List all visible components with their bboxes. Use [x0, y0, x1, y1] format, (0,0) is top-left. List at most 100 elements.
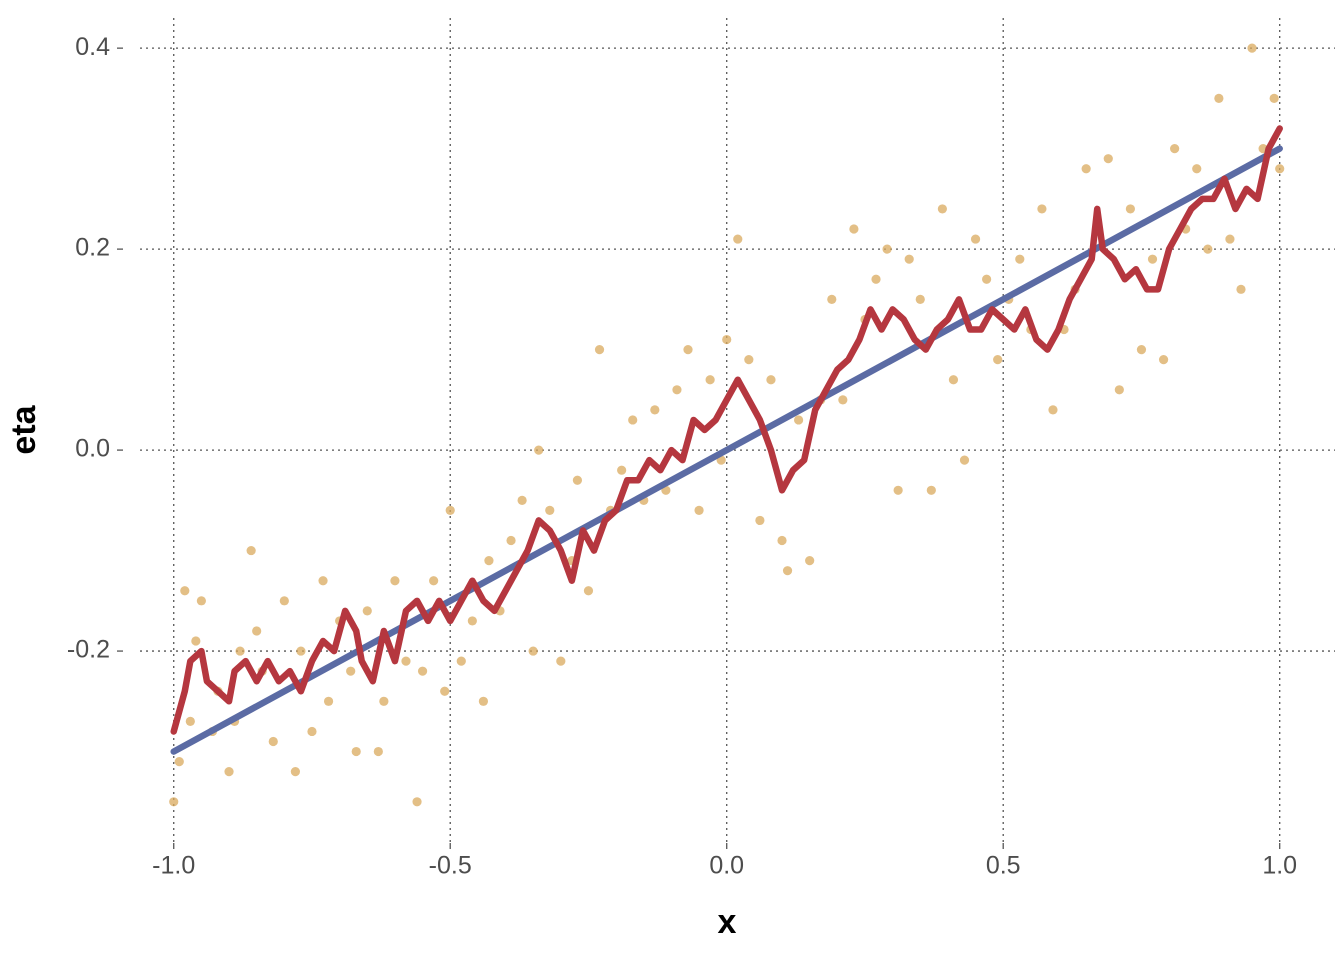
point [429, 576, 439, 586]
point [1114, 385, 1124, 395]
point [849, 224, 859, 234]
point [556, 656, 566, 666]
y-tick-label: 0.4 [75, 33, 110, 61]
point [528, 646, 538, 656]
point [915, 294, 925, 304]
point [871, 274, 881, 284]
point [948, 375, 959, 385]
point [683, 345, 693, 355]
point [744, 355, 754, 365]
point [722, 334, 732, 345]
point [362, 606, 372, 616]
point [346, 666, 356, 676]
point [672, 385, 682, 395]
point [838, 395, 848, 405]
y-axis-title: eta [5, 404, 43, 454]
point [1081, 164, 1091, 174]
point [1037, 204, 1047, 214]
point [185, 716, 195, 727]
point [904, 254, 914, 264]
point [1225, 234, 1235, 244]
point [572, 475, 583, 485]
point [323, 696, 334, 706]
line [170, 125, 1283, 735]
point [755, 515, 765, 526]
point [517, 495, 527, 505]
point [805, 556, 815, 566]
point [268, 736, 278, 747]
point [296, 646, 306, 656]
point [583, 586, 594, 596]
point [169, 797, 179, 807]
point [252, 626, 262, 636]
x-tick-label: 1.0 [1262, 852, 1297, 880]
y-tick-label: -0.2 [67, 636, 110, 664]
point [1247, 43, 1257, 53]
y-tick-label: 0.2 [75, 234, 110, 262]
point [318, 576, 328, 586]
x-tick-label: -0.5 [429, 852, 472, 880]
point [1136, 345, 1147, 355]
point [390, 576, 400, 586]
point [246, 545, 256, 556]
point [1158, 355, 1169, 365]
point [235, 646, 245, 656]
point [777, 535, 787, 546]
point [982, 274, 992, 284]
point [1214, 93, 1224, 103]
point [617, 465, 627, 475]
point [351, 746, 361, 757]
point [1236, 284, 1246, 294]
x-axis-title: x [718, 903, 737, 941]
point [290, 767, 300, 777]
point [440, 686, 450, 696]
point [1048, 405, 1058, 415]
point [196, 596, 206, 606]
point [733, 234, 743, 244]
point [628, 415, 638, 425]
point [545, 505, 555, 515]
point [506, 535, 516, 546]
point [191, 636, 201, 646]
y-tick-label: 0.0 [75, 435, 110, 463]
point [1103, 154, 1113, 164]
point [401, 656, 411, 666]
point [484, 556, 494, 566]
point [180, 586, 190, 596]
point [827, 294, 837, 304]
point [970, 234, 981, 244]
point [445, 505, 455, 515]
point [926, 485, 936, 495]
x-tick-label: 0.5 [986, 852, 1021, 880]
point [794, 415, 804, 425]
point [307, 726, 317, 737]
point [937, 204, 947, 214]
point [1269, 93, 1279, 103]
point [412, 797, 422, 807]
point [766, 375, 776, 385]
point [1170, 144, 1180, 154]
point [893, 485, 903, 495]
point [373, 746, 383, 757]
point [882, 244, 892, 254]
point [534, 445, 544, 455]
point [1203, 244, 1213, 254]
point [594, 345, 605, 355]
point [174, 757, 184, 767]
point [650, 405, 660, 415]
point [1147, 254, 1158, 264]
x-tick-label: 0.0 [709, 852, 744, 880]
point [224, 767, 234, 777]
point [1125, 204, 1135, 214]
point [782, 566, 793, 576]
point [467, 616, 477, 626]
point [694, 505, 704, 515]
point [1015, 254, 1025, 264]
x-tick-label: -1.0 [152, 852, 195, 880]
point [959, 455, 970, 465]
point [1192, 164, 1202, 174]
point [478, 696, 489, 706]
point [456, 656, 466, 666]
point [279, 596, 289, 606]
point [1275, 164, 1285, 174]
